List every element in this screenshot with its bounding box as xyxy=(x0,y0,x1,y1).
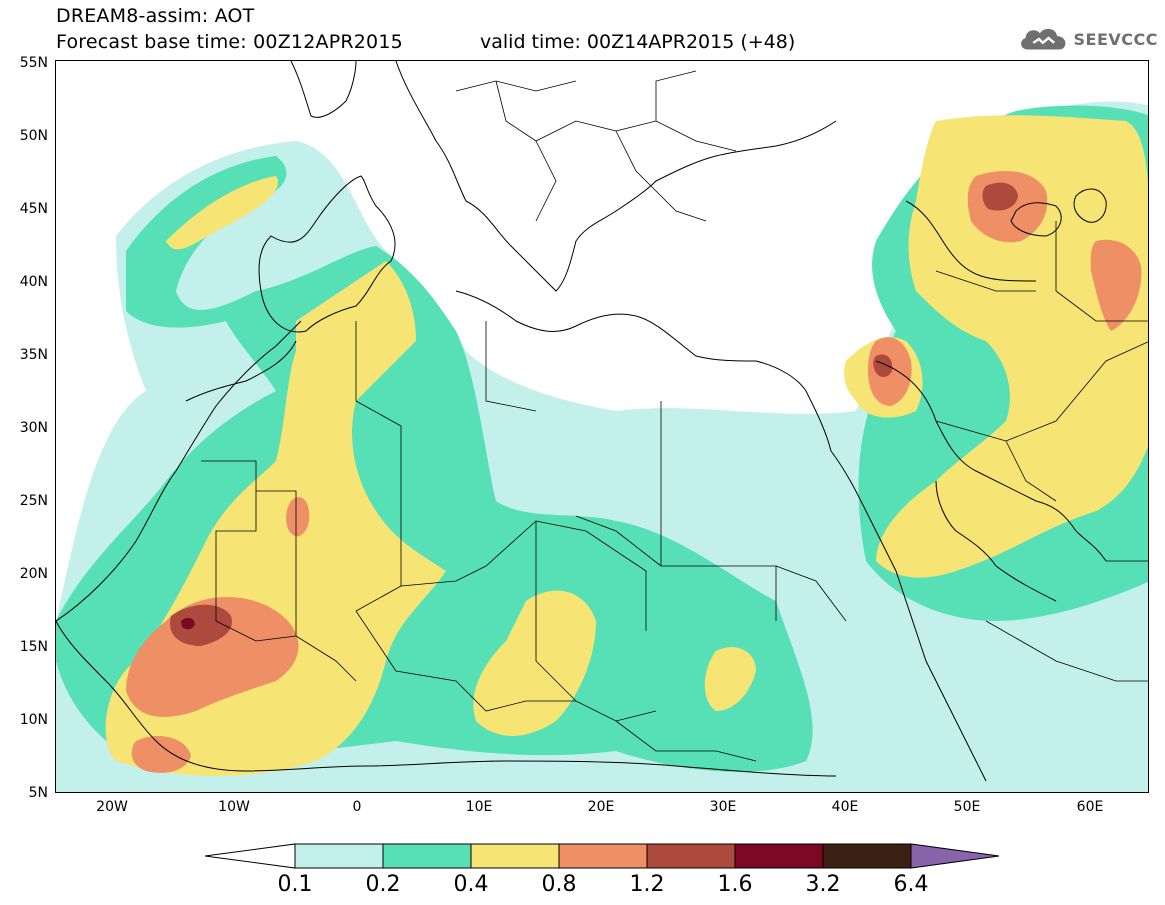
colorbar-lower-arrow xyxy=(205,843,296,869)
colorbar-bin-3.2-6.4 xyxy=(822,843,912,869)
lat-label-10n: 10N xyxy=(19,712,48,728)
forecast-base-time: Forecast base time: 00Z12APR2015 xyxy=(56,31,403,53)
lon-label-10w: 10W xyxy=(218,799,250,815)
lon-label-50e: 50E xyxy=(953,799,981,815)
lat-label-35n: 35N xyxy=(19,347,48,363)
aot-level-1.6 xyxy=(181,617,195,630)
aot-level-1.2 xyxy=(170,182,1018,646)
country-borders xyxy=(201,70,1148,762)
colorbar-bin-1.6-3.2 xyxy=(734,843,824,869)
seevccc-logo: SEEVCCC xyxy=(1018,22,1158,56)
lat-label-30n: 30N xyxy=(19,420,48,436)
colorbar-bin-0.2-0.4 xyxy=(382,843,472,869)
lon-label-20w: 20W xyxy=(96,799,128,815)
colorbar-label-3.2: 3.2 xyxy=(805,872,841,897)
colorbar-upper-arrow xyxy=(910,843,1000,869)
valid-time: valid time: 00Z14APR2015 (+48) xyxy=(480,31,796,53)
colorbar-label-0.1: 0.1 xyxy=(277,872,313,897)
lat-label-55n: 55N xyxy=(19,55,48,71)
lat-label-50n: 50N xyxy=(19,128,48,144)
colorbar-bin-0.8-1.2 xyxy=(558,843,648,869)
colorbar-label-6.4: 6.4 xyxy=(893,872,929,897)
aot-map xyxy=(56,61,1148,792)
lon-label-20e: 20E xyxy=(587,799,615,815)
colorbar-label-0.8: 0.8 xyxy=(541,872,577,897)
lon-label-60e: 60E xyxy=(1076,799,1104,815)
colorbar-label-0.4: 0.4 xyxy=(453,872,489,897)
map-title: DREAM8-assim: AOT xyxy=(56,5,255,27)
aot-colorbar xyxy=(205,843,1000,869)
colorbar-label-0.2: 0.2 xyxy=(365,872,401,897)
lat-label-45n: 45N xyxy=(19,201,48,217)
coastlines xyxy=(56,61,1107,782)
lon-label-0: 0 xyxy=(352,799,362,815)
logo-text: SEEVCCC xyxy=(1073,29,1158,49)
map-panel xyxy=(55,60,1149,793)
lat-label-15n: 15N xyxy=(19,639,48,655)
lat-label-25n: 25N xyxy=(19,493,48,509)
lon-label-40e: 40E xyxy=(831,799,859,815)
lon-label-30e: 30E xyxy=(709,799,737,815)
lat-label-5n: 5N xyxy=(28,785,48,801)
colorbar-bin-0.4-0.8 xyxy=(470,843,560,869)
colorbar-label-1.6: 1.6 xyxy=(717,872,753,897)
lon-label-10e: 10E xyxy=(465,799,493,815)
lat-label-40n: 40N xyxy=(19,274,48,290)
colorbar-bin-0.1-0.2 xyxy=(294,843,384,869)
lat-label-20n: 20N xyxy=(19,566,48,582)
colorbar-label-1.2: 1.2 xyxy=(629,872,665,897)
cloud-icon xyxy=(1021,28,1066,50)
colorbar-bin-1.2-1.6 xyxy=(646,843,736,869)
